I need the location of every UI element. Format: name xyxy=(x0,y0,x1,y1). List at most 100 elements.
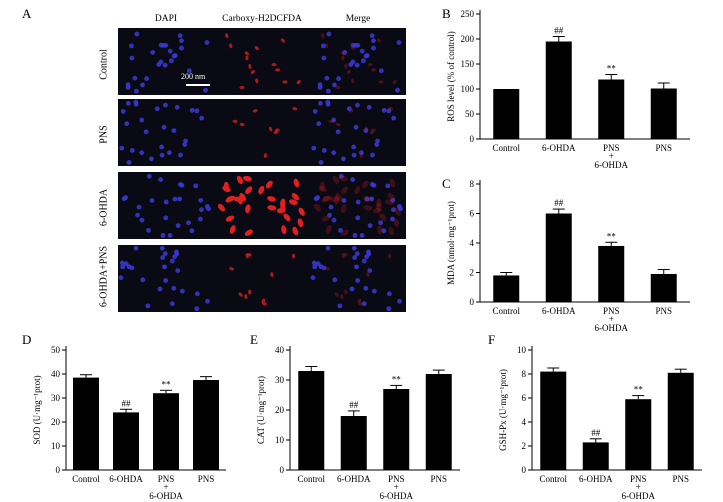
micrograph-control-h2dcfda xyxy=(214,28,310,95)
bar xyxy=(650,273,677,302)
scale-bar-label: 200 nm xyxy=(181,72,206,81)
significance-label: ## xyxy=(349,400,359,410)
significance-label: ** xyxy=(607,64,617,74)
significance-label: ## xyxy=(554,26,564,36)
significance-label: ## xyxy=(554,198,564,208)
column-header-dapi: DAPI xyxy=(154,14,178,24)
category-label: 6-OHDA xyxy=(542,306,576,316)
y-tick-label: 250 xyxy=(461,9,475,19)
y-tick-label: 0 xyxy=(470,297,475,307)
category-plus: + xyxy=(394,482,399,492)
y-tick-label: 50 xyxy=(51,345,61,355)
category-label: Control xyxy=(72,474,100,484)
panel-letter: F xyxy=(488,332,495,347)
category-label: PNS xyxy=(158,474,175,484)
significance-label: ** xyxy=(607,231,617,241)
y-tick-label: 4 xyxy=(470,238,475,248)
category-sublabel: 6-OHDA xyxy=(595,323,629,333)
category-label: 6-OHDA xyxy=(542,143,576,153)
chart-e-cat: E 0 10 20 30 40 CAT (U·mg⁻¹prot) Control ## 6-OHD… xyxy=(250,332,460,501)
y-tick-label: 30 xyxy=(275,375,285,385)
y-tick-label: 0 xyxy=(522,465,527,475)
panel-letter: D xyxy=(22,332,31,347)
significance-label: ** xyxy=(392,374,402,384)
micrograph-6ohda-dapi xyxy=(118,172,214,239)
category-label: PNS xyxy=(430,474,447,484)
y-tick-label: 2 xyxy=(470,268,475,278)
column-header-h2dcfda: Carboxy-H2DCFDA xyxy=(222,14,302,24)
column-header-merge: Merge xyxy=(345,14,371,24)
bar xyxy=(113,412,139,470)
micrograph-6ohda-pns-h2dcfda xyxy=(214,245,310,312)
category-sublabel: 6-OHDA xyxy=(595,160,629,170)
category-label: Control xyxy=(297,474,325,484)
category-label: PNS xyxy=(388,474,405,484)
row-label-control: Control xyxy=(98,49,110,80)
y-axis-label: ROS level (% of control) xyxy=(446,31,456,121)
chart-d-sod: D 0 10 20 30 40 50 SOD (U·mg⁻¹prot) Control ## 6-O… xyxy=(22,332,226,501)
y-tick-label: 50 xyxy=(465,109,475,119)
micrograph-6ohda-pns-dapi xyxy=(118,245,214,312)
bar xyxy=(298,371,325,470)
category-label: PNS xyxy=(655,143,672,153)
y-tick-label: 8 xyxy=(522,369,527,379)
significance-label: ** xyxy=(634,385,644,395)
y-tick-label: 0 xyxy=(470,134,475,144)
category-sublabel: 6-OHDA xyxy=(622,491,656,501)
y-tick-label: 0 xyxy=(280,465,285,475)
y-tick-label: 10 xyxy=(51,441,61,451)
y-tick-label: 200 xyxy=(461,34,475,44)
bar xyxy=(383,389,410,470)
y-tick-label: 20 xyxy=(275,405,285,415)
category-label: Control xyxy=(492,143,520,153)
category-label: Control xyxy=(492,306,520,316)
category-label: PNS xyxy=(672,474,689,484)
y-tick-label: 2 xyxy=(522,441,527,451)
bar xyxy=(545,213,572,302)
micrograph-control-dapi: 200 nm xyxy=(118,28,214,95)
y-axis-label: CAT (U·mg⁻¹prot) xyxy=(256,376,266,444)
category-sublabel: 6-OHDA xyxy=(149,491,183,501)
bar xyxy=(493,89,520,139)
bar xyxy=(153,393,179,470)
significance-label: ## xyxy=(591,428,601,438)
category-plus: + xyxy=(609,314,614,324)
scale-bar xyxy=(186,84,210,86)
y-tick-label: 40 xyxy=(275,345,285,355)
y-tick-label: 6 xyxy=(470,209,475,219)
y-tick-label: 20 xyxy=(51,417,61,427)
category-plus: + xyxy=(163,482,168,492)
bar xyxy=(667,372,694,470)
y-tick-label: 6 xyxy=(522,393,527,403)
y-tick-label: 10 xyxy=(275,435,285,445)
category-label: PNS xyxy=(655,306,672,316)
significance-label: ## xyxy=(122,398,132,408)
panel-a-letter: A xyxy=(22,6,32,21)
micrograph-pns-merge xyxy=(310,99,406,166)
micrograph-pns-h2dcfda xyxy=(214,99,310,166)
y-tick-label: 0 xyxy=(56,465,61,475)
category-label: PNS xyxy=(630,474,647,484)
chart-b-ros-level: B 0 50 100 150 200 250 ROS level (% of control)… xyxy=(442,6,690,170)
bar xyxy=(598,245,625,302)
micrograph-6ohda-pns-merge xyxy=(310,245,406,312)
panel-letter: B xyxy=(442,6,451,21)
bar xyxy=(193,380,219,470)
category-plus: + xyxy=(636,482,641,492)
y-axis-label: SOD (U·mg⁻¹prot) xyxy=(32,375,42,444)
y-axis-label: GSH-Px (U·mg⁻¹prot) xyxy=(498,369,508,451)
panel-letter: E xyxy=(250,332,258,347)
chart-c-mda: C 0 2 4 6 8 MDA (nmol·mg⁻¹prot) Control ## 6-OHDA… xyxy=(442,176,690,333)
category-plus: + xyxy=(609,151,614,161)
y-tick-label: 40 xyxy=(51,369,61,379)
y-tick-label: 4 xyxy=(522,417,527,427)
category-label: 6-OHDA xyxy=(109,474,143,484)
bar xyxy=(425,374,452,470)
chart-f-gsh-px: F 0 2 4 6 8 10 GSH-Px (U·mg⁻¹prot) Control ## 6-OH… xyxy=(488,332,702,501)
bar xyxy=(545,41,572,139)
category-label: 6-OHDA xyxy=(579,474,613,484)
row-label-6ohda-pns: 6-OHDA+PNS xyxy=(98,245,110,308)
micrograph-control-merge xyxy=(310,28,406,95)
bar xyxy=(493,275,520,302)
bar xyxy=(540,371,567,470)
